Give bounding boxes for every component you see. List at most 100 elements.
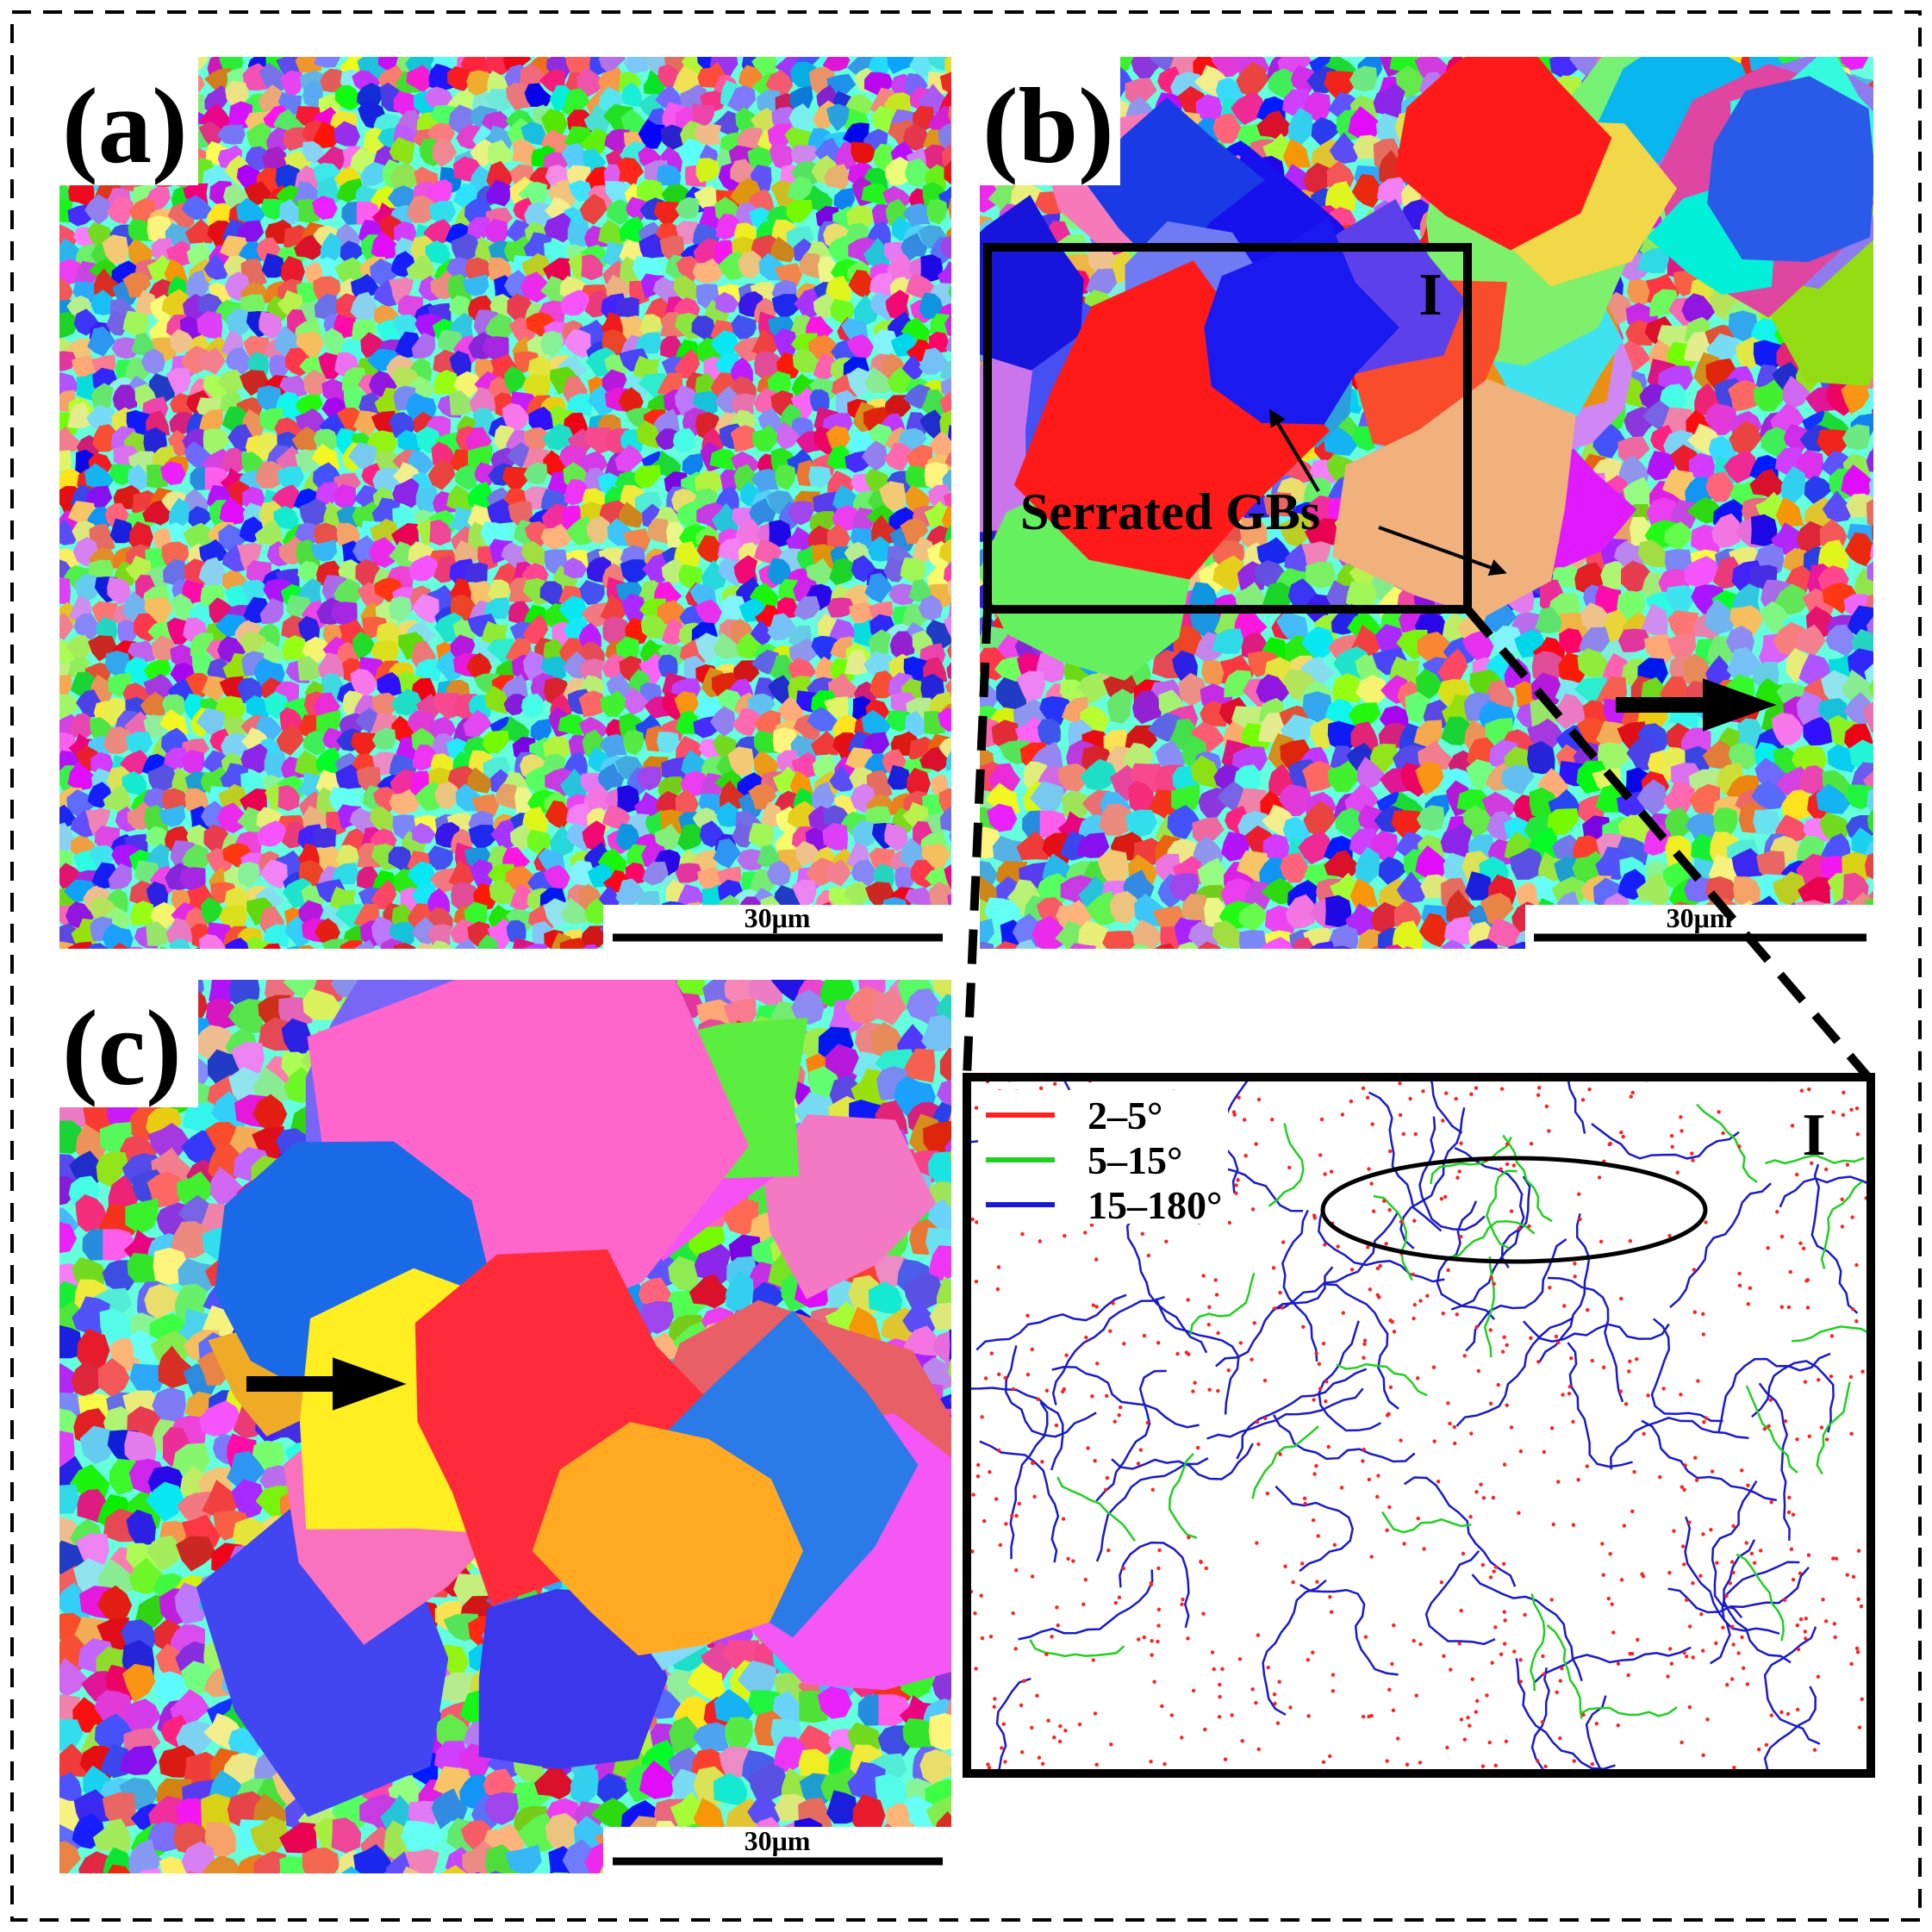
grain — [660, 124, 689, 151]
grain — [894, 866, 916, 893]
grain — [1376, 177, 1405, 206]
grain — [316, 146, 346, 174]
grain — [1456, 788, 1492, 815]
grain — [1261, 937, 1293, 949]
grain — [887, 253, 913, 284]
grain — [920, 1014, 951, 1052]
grain — [221, 958, 251, 982]
grain — [502, 466, 530, 495]
grain — [209, 728, 236, 755]
grain — [716, 801, 741, 827]
grain — [524, 202, 553, 230]
grain — [1256, 110, 1292, 140]
grain — [713, 838, 742, 869]
grain — [281, 255, 305, 288]
grain — [240, 743, 268, 774]
grain — [558, 445, 587, 472]
grain — [165, 918, 196, 949]
grain — [1844, 532, 1873, 567]
grain — [1864, 664, 1873, 683]
grain — [226, 308, 252, 337]
grain — [74, 573, 101, 602]
grain — [1276, 611, 1309, 643]
grain — [407, 861, 436, 891]
grain — [225, 937, 254, 949]
grain — [1713, 807, 1738, 838]
grain — [1461, 631, 1494, 664]
grain — [606, 274, 633, 302]
grain — [122, 310, 149, 338]
grain — [883, 442, 912, 471]
grain — [188, 506, 214, 530]
grain — [787, 176, 814, 203]
grain — [348, 442, 377, 470]
grain — [244, 146, 268, 171]
grain — [252, 1094, 288, 1133]
grain — [773, 327, 799, 359]
grain — [59, 311, 78, 339]
grain — [1841, 464, 1873, 498]
grain — [767, 613, 797, 640]
grain — [356, 83, 383, 108]
grain — [753, 731, 777, 753]
grain — [615, 296, 639, 322]
grain — [176, 1171, 217, 1208]
grain — [1846, 493, 1873, 518]
grain — [768, 675, 796, 706]
grain — [59, 822, 74, 853]
grain — [520, 693, 544, 719]
grain — [672, 427, 695, 453]
grain — [356, 766, 381, 794]
grain — [227, 998, 265, 1034]
grain — [944, 769, 951, 790]
grain — [59, 576, 71, 605]
grain — [97, 1557, 134, 1594]
grain — [103, 785, 131, 814]
grain — [1684, 876, 1713, 902]
grain — [869, 271, 894, 296]
grain — [169, 497, 190, 531]
grain — [601, 805, 632, 830]
grain — [102, 234, 128, 265]
grain — [259, 62, 290, 92]
grain — [1749, 469, 1785, 499]
grain — [1501, 764, 1535, 795]
grain — [252, 1066, 290, 1103]
grain — [786, 226, 814, 253]
grain — [129, 880, 155, 906]
grain — [303, 730, 326, 756]
grain — [489, 879, 516, 904]
grain — [1152, 649, 1182, 679]
grain — [221, 732, 250, 761]
grain — [1547, 808, 1580, 835]
grain — [484, 685, 508, 714]
grain — [580, 925, 608, 949]
grain — [91, 383, 114, 413]
outer-border — [10, 10, 1922, 1922]
grain — [1782, 564, 1816, 601]
grain — [787, 801, 814, 833]
grain — [824, 164, 851, 190]
grain — [851, 141, 877, 165]
grain — [901, 957, 928, 982]
grain — [1335, 807, 1362, 838]
grain — [937, 1079, 951, 1109]
grain — [128, 1458, 165, 1495]
grain — [939, 72, 951, 95]
grain — [1580, 602, 1611, 633]
grain — [352, 959, 379, 981]
grain — [570, 860, 595, 888]
grain — [312, 196, 338, 220]
grain — [204, 998, 237, 1033]
grain — [389, 788, 421, 815]
grain — [487, 579, 511, 601]
grain — [1868, 679, 1873, 699]
grain — [1373, 84, 1405, 120]
grain — [559, 938, 588, 949]
grain — [1292, 937, 1315, 949]
grain — [883, 395, 912, 419]
grain — [884, 823, 908, 851]
grain — [1212, 113, 1242, 144]
grain — [130, 901, 153, 925]
grain — [1647, 451, 1675, 481]
